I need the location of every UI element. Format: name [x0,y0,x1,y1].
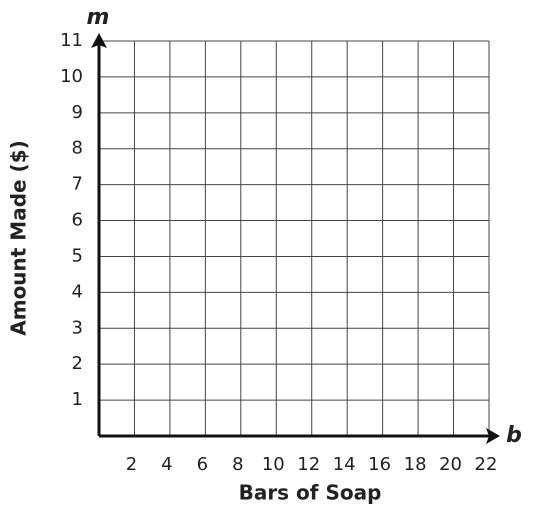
y-tick-label: 5 [72,245,83,266]
x-tick-label: 12 [297,454,320,475]
x-tick-label: 16 [368,454,391,475]
y-tick-label: 3 [72,317,83,338]
x-tick-label: 14 [333,454,356,475]
y-tick-label: 1 [72,389,83,410]
x-axis-arrow [486,428,500,444]
x-tick-label: 8 [232,454,243,475]
y-tick-label: 6 [72,210,83,231]
y-axis-arrow [91,33,107,48]
y-tick-label: 2 [72,353,83,374]
y-tick-label: 10 [60,66,83,87]
x-tick-label: 4 [161,454,172,475]
y-tick-label: 7 [72,174,83,195]
y-tick-label: 11 [60,30,83,51]
x-tick-label: 18 [404,454,427,475]
x-tick-label: 2 [126,454,137,475]
x-tick-label: 6 [197,454,208,475]
x-tick-label: 10 [262,454,285,475]
x-variable: b [506,423,522,448]
y-variable: m [87,5,110,30]
x-tick-label: 22 [475,454,498,475]
y-axis-title: Amount Made ($) [7,140,31,336]
x-tick-label: 20 [439,454,462,475]
y-tick-label: 9 [72,102,83,123]
y-tick-label: 8 [72,138,83,159]
x-axis-title: Bars of Soap [239,481,382,505]
y-tick-label: 4 [72,281,83,302]
